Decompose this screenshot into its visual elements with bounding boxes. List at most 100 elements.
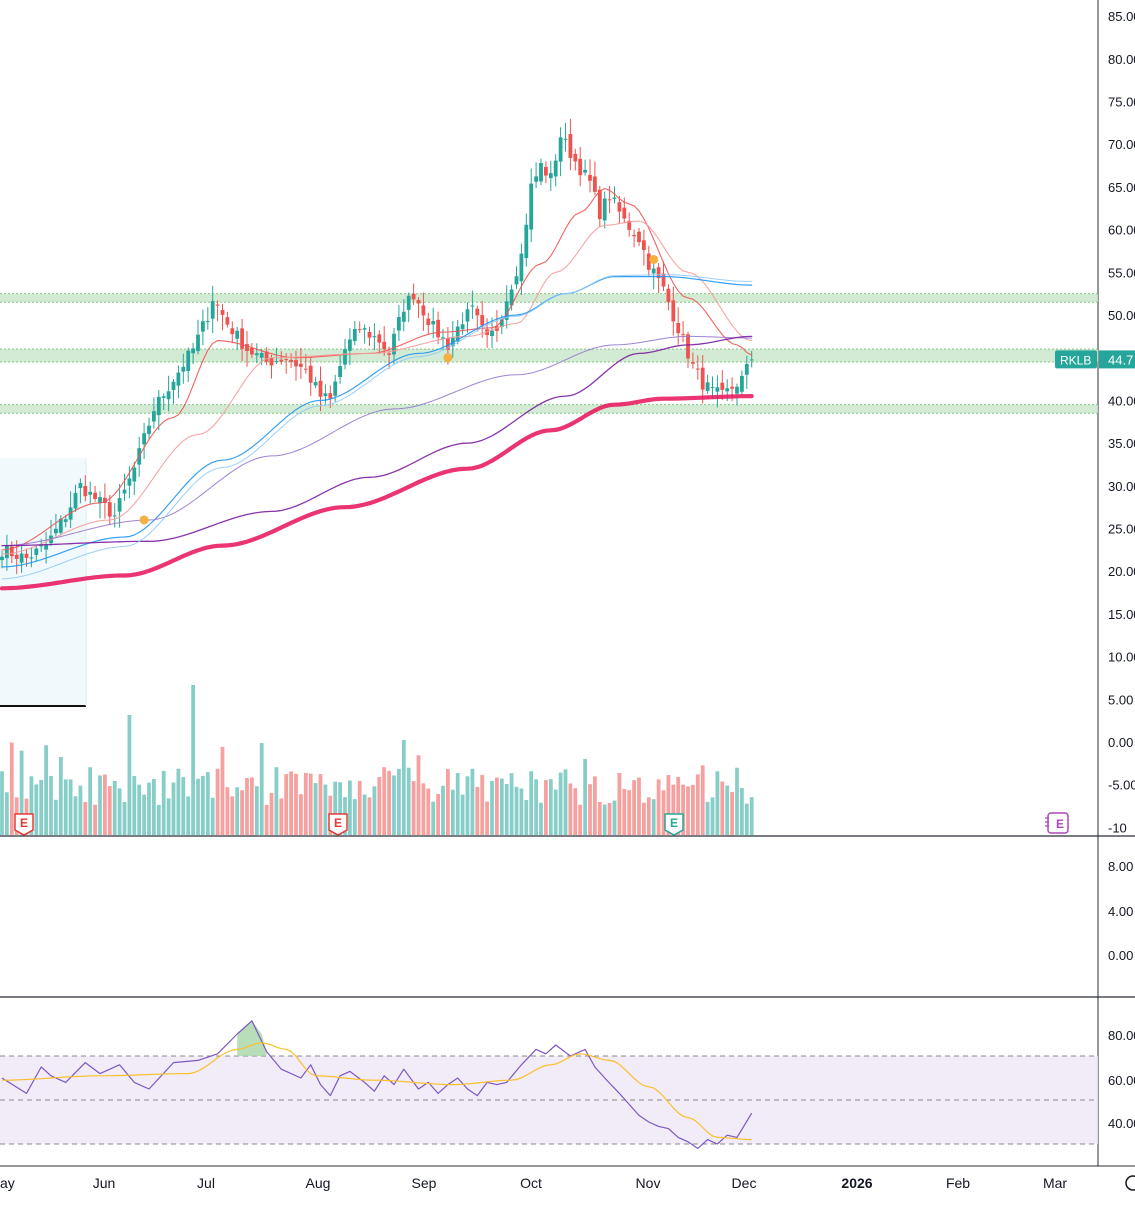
candle-body — [58, 518, 63, 533]
volume-bar — [372, 786, 377, 835]
last-price-badge — [1099, 350, 1135, 369]
candle-body — [725, 388, 730, 392]
price-tick-label: 60.00 — [1108, 223, 1135, 238]
candle-body — [710, 386, 715, 388]
candle-body — [107, 502, 112, 517]
volume-bar — [230, 796, 235, 835]
earnings-badge-shape — [14, 813, 34, 836]
candle-body — [73, 492, 78, 509]
volume-bar — [186, 796, 191, 835]
volume-bar — [597, 801, 602, 835]
candle-body — [617, 202, 622, 212]
volume-bar — [357, 780, 362, 835]
candle-body — [666, 288, 671, 303]
earnings-badge-label: E — [20, 816, 28, 830]
candle-body — [578, 158, 583, 176]
volume-bar — [122, 801, 127, 835]
candle-body — [529, 183, 534, 230]
volume-bar — [220, 746, 225, 835]
volume-bar — [637, 777, 641, 835]
candle-body — [681, 334, 685, 336]
volume-bar — [127, 715, 132, 835]
candle-body — [401, 311, 406, 322]
candle-body — [749, 359, 754, 361]
candle-body — [446, 338, 450, 350]
candle-body — [455, 326, 460, 342]
candle-body — [303, 368, 308, 370]
volume-bar — [646, 797, 651, 835]
candle-body — [127, 478, 132, 486]
volume-bar — [279, 798, 284, 835]
candle-body — [651, 268, 656, 274]
candle-body — [112, 515, 117, 517]
volume-bar — [39, 779, 44, 835]
volume-bar — [5, 792, 9, 835]
volume-bar — [602, 804, 607, 835]
volume-bar — [201, 776, 205, 835]
time-axis-label: Mar — [1043, 1175, 1067, 1191]
candle-body — [88, 491, 93, 495]
volume-bar — [294, 773, 298, 835]
volume-bar — [0, 771, 4, 835]
candle-body — [264, 351, 269, 362]
volume-bar — [54, 799, 58, 835]
volume-bar — [254, 786, 259, 835]
volume-bar — [485, 801, 489, 835]
volume-bar — [421, 783, 426, 835]
candle-body — [132, 467, 137, 482]
volume-bar — [509, 773, 514, 835]
candle-body — [367, 332, 372, 338]
volume-bar — [137, 784, 142, 835]
candle-body — [63, 519, 68, 522]
candle-body — [357, 329, 362, 331]
volume-bar — [93, 804, 97, 835]
volume-bars — [0, 685, 754, 835]
volume-bar — [78, 785, 83, 835]
volume-bar — [519, 788, 524, 835]
crossover-marker — [443, 353, 453, 363]
volume-bar — [661, 790, 666, 835]
volume-bar — [377, 777, 382, 835]
volume-bar — [166, 798, 171, 835]
candle-body — [627, 220, 632, 230]
rsi-overbought-fill — [237, 1020, 267, 1056]
ma-line-sma-150 — [1, 335, 753, 547]
volume-bar — [524, 800, 529, 835]
volume-bar — [686, 786, 690, 835]
candle-body — [19, 553, 24, 563]
candle-body — [661, 273, 666, 287]
volume-bar — [460, 794, 465, 835]
candle-body — [411, 293, 416, 300]
volume-bar — [19, 750, 24, 835]
candle-body — [313, 382, 318, 386]
rsi-ma-line — [2, 1042, 752, 1141]
rsi-pane: 80.00 60.00 40.00 — [0, 1020, 1135, 1149]
volume-bar — [612, 800, 617, 835]
candle-body — [632, 234, 636, 237]
price-tick-label: 5.00 — [1108, 692, 1133, 707]
volume-bar — [617, 772, 622, 835]
volume-bar — [161, 770, 166, 835]
volume-bar — [539, 802, 543, 835]
volume-bar — [681, 784, 685, 835]
volume-bar — [651, 799, 656, 835]
candle-body — [0, 556, 4, 561]
earnings-badge-shape — [664, 813, 684, 836]
candle-body — [156, 396, 161, 416]
time-axis-label: Aug — [306, 1175, 331, 1191]
support-zone-2 — [0, 349, 1098, 362]
volume-bar — [83, 802, 88, 835]
candle-body — [171, 381, 176, 390]
volume-bar — [480, 774, 485, 835]
volume-bar — [225, 787, 230, 835]
earnings-badge-label: E — [1056, 817, 1064, 831]
candle-body — [392, 333, 396, 355]
volume-bar — [666, 774, 671, 835]
ma-line-sma-200 — [0, 394, 754, 591]
volume-tick-label: 0.00 — [1108, 948, 1133, 963]
candle-body — [308, 365, 313, 383]
price-tick-label: 85.00 — [1108, 9, 1135, 24]
volume-bar — [171, 782, 176, 835]
candle-body — [730, 386, 734, 389]
